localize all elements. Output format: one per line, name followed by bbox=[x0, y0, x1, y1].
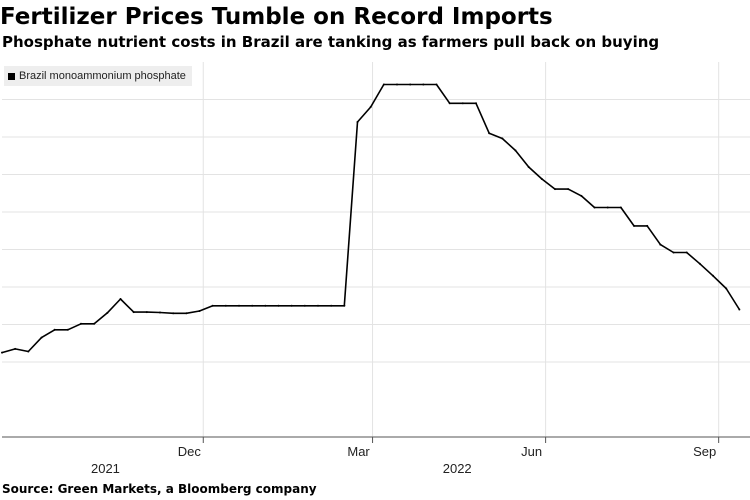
year-label: 2022 bbox=[443, 461, 472, 476]
data-point bbox=[540, 178, 543, 180]
data-point bbox=[211, 304, 214, 307]
data-point bbox=[475, 102, 478, 105]
data-point bbox=[606, 206, 609, 209]
data-point bbox=[409, 83, 412, 86]
data-point bbox=[172, 312, 175, 315]
data-point bbox=[1, 351, 3, 354]
x-tick-label: Dec bbox=[178, 444, 202, 459]
data-point bbox=[251, 304, 254, 307]
data-point bbox=[264, 304, 267, 307]
data-point bbox=[738, 308, 741, 311]
data-point bbox=[93, 322, 96, 325]
data-point bbox=[619, 206, 622, 209]
data-point bbox=[290, 304, 293, 307]
data-point bbox=[527, 166, 530, 168]
data-point bbox=[567, 188, 570, 191]
data-point bbox=[554, 188, 557, 191]
data-point bbox=[369, 106, 372, 108]
year-label: 2021 bbox=[91, 461, 120, 476]
data-point bbox=[198, 310, 201, 312]
data-point bbox=[382, 83, 385, 86]
data-point bbox=[396, 83, 399, 86]
data-point bbox=[53, 328, 56, 331]
x-tick-label: Jun bbox=[521, 444, 542, 459]
data-point bbox=[66, 328, 69, 331]
data-point bbox=[27, 350, 30, 353]
data-point bbox=[145, 311, 148, 314]
chart-subtitle: Phosphate nutrient costs in Brazil are t… bbox=[2, 33, 660, 51]
data-point bbox=[580, 194, 583, 197]
x-tick-label: Sep bbox=[693, 444, 716, 459]
data-point bbox=[725, 287, 728, 290]
x-tick-label: Mar bbox=[347, 444, 370, 459]
chart-title: Fertilizer Prices Tumble on Record Impor… bbox=[0, 4, 553, 30]
data-point bbox=[40, 336, 43, 339]
data-point bbox=[646, 224, 649, 227]
data-point bbox=[461, 102, 464, 105]
data-point bbox=[238, 304, 241, 307]
data-point bbox=[119, 298, 122, 300]
series-line bbox=[1, 83, 741, 354]
legend: Brazil monoammonium phosphate bbox=[4, 66, 192, 86]
data-point bbox=[633, 224, 636, 227]
data-point bbox=[448, 102, 451, 105]
data-point bbox=[712, 274, 715, 277]
legend-label: Brazil monoammonium phosphate bbox=[19, 70, 186, 82]
data-point bbox=[698, 262, 701, 265]
data-point bbox=[303, 304, 306, 307]
data-point bbox=[435, 83, 438, 86]
data-point bbox=[159, 311, 162, 314]
data-point bbox=[593, 206, 596, 209]
data-point bbox=[224, 304, 227, 307]
data-point bbox=[488, 132, 491, 135]
data-point bbox=[330, 304, 333, 307]
data-point bbox=[422, 83, 425, 86]
data-point bbox=[514, 149, 517, 152]
data-point bbox=[685, 251, 688, 254]
data-point bbox=[277, 304, 280, 307]
source-note: Source: Green Markets, a Bloomberg compa… bbox=[2, 482, 317, 496]
data-point bbox=[659, 243, 662, 246]
data-point bbox=[343, 304, 346, 307]
data-point bbox=[356, 121, 359, 123]
data-point bbox=[672, 251, 675, 254]
data-point bbox=[80, 322, 83, 325]
legend-swatch bbox=[8, 72, 15, 80]
data-point bbox=[106, 311, 109, 314]
data-point bbox=[14, 347, 17, 350]
data-point bbox=[317, 304, 320, 307]
data-point bbox=[132, 311, 135, 314]
data-point bbox=[501, 137, 504, 140]
data-point bbox=[185, 312, 188, 315]
